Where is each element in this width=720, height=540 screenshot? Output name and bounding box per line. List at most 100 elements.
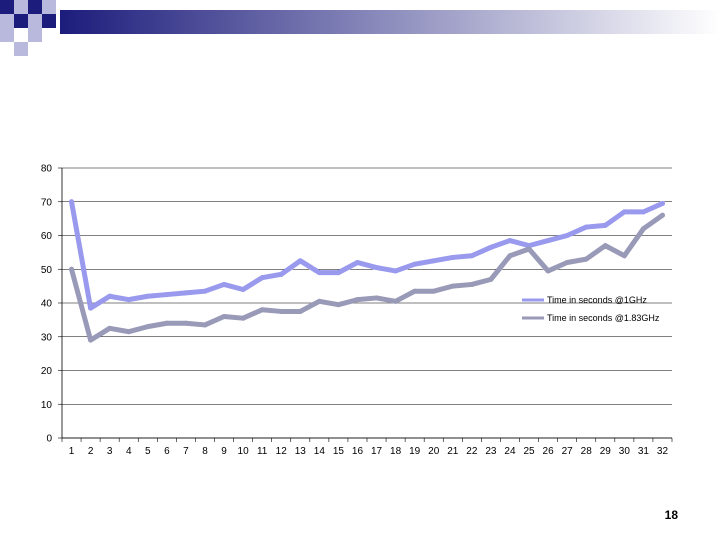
series-1-point bbox=[564, 233, 570, 238]
header-gradient-bar bbox=[60, 10, 720, 34]
x-tick-label: 31 bbox=[638, 446, 650, 457]
series-2-point bbox=[126, 329, 132, 335]
series-1-point bbox=[374, 265, 380, 271]
y-tick-label: 30 bbox=[41, 332, 53, 343]
series-2-point bbox=[183, 320, 189, 326]
decor-square-dark-2 bbox=[28, 0, 42, 14]
series-2-point bbox=[507, 253, 513, 259]
series-1-point bbox=[640, 209, 646, 215]
y-axis-ticks: 0 10 20 30 40 50 60 70 80 bbox=[41, 164, 62, 445]
series-1-point bbox=[488, 244, 494, 250]
series-1-point bbox=[412, 261, 418, 267]
series-1-point bbox=[126, 297, 132, 303]
decor-square-light-2 bbox=[42, 0, 56, 14]
x-tick-label: 22 bbox=[466, 446, 478, 457]
y-tick-label: 40 bbox=[41, 299, 53, 310]
series-1-point bbox=[240, 287, 246, 292]
y-tick-label: 50 bbox=[41, 265, 53, 276]
slide-header-decoration bbox=[0, 0, 720, 56]
decor-square-light-3 bbox=[0, 14, 14, 28]
series-1-point bbox=[659, 200, 665, 206]
decor-square-dark-4 bbox=[42, 14, 56, 28]
x-tick-label: 30 bbox=[619, 446, 631, 457]
x-tick-label: 23 bbox=[485, 446, 497, 457]
x-tick-label: 29 bbox=[600, 446, 612, 457]
x-axis-ticks: 1 2 3 4 5 6 7 8 9 10 11 12 13 14 15 16 17 18 19 20 21 22 23 24 2… bbox=[61, 438, 673, 457]
x-tick-label: 15 bbox=[333, 446, 345, 457]
x-tick-label: 7 bbox=[183, 446, 189, 457]
series-1-point bbox=[145, 293, 151, 299]
x-tick-label: 21 bbox=[447, 446, 459, 457]
x-tick-label: 1 bbox=[69, 446, 75, 457]
series-1-point bbox=[278, 271, 284, 277]
series-1-point bbox=[545, 238, 551, 244]
y-tick-label: 70 bbox=[41, 197, 53, 208]
series-1-point bbox=[69, 199, 75, 205]
series-2-point bbox=[393, 298, 399, 304]
x-tick-label: 13 bbox=[295, 446, 307, 457]
decor-square-light-4 bbox=[28, 14, 42, 28]
y-tick-label: 80 bbox=[41, 164, 53, 175]
series-1-point bbox=[297, 258, 303, 264]
y-tick-label: 0 bbox=[46, 434, 52, 445]
y-tick-label: 60 bbox=[41, 231, 53, 242]
x-tick-label: 6 bbox=[164, 446, 170, 457]
decor-square-light-7 bbox=[14, 42, 28, 56]
series-2-point bbox=[564, 260, 570, 265]
x-tick-label: 8 bbox=[202, 446, 208, 457]
series-1-point bbox=[107, 293, 113, 299]
y-tick-label: 10 bbox=[41, 400, 53, 411]
x-tick-label: 19 bbox=[409, 446, 421, 457]
series-line-2 bbox=[69, 212, 665, 343]
x-tick-label: 10 bbox=[238, 446, 250, 457]
x-tick-label: 18 bbox=[390, 446, 402, 457]
series-1-point bbox=[221, 281, 227, 287]
decor-square-light-5 bbox=[0, 28, 14, 42]
series-1-point bbox=[583, 224, 589, 230]
series-1-point bbox=[621, 209, 627, 215]
series-1-point bbox=[335, 270, 341, 276]
x-tick-label: 25 bbox=[523, 446, 535, 457]
legend-label-2: Time in seconds @1.83GHz bbox=[547, 313, 660, 323]
series-1-point bbox=[259, 275, 265, 281]
series-1-point bbox=[450, 254, 456, 260]
y-tick-label: 20 bbox=[41, 366, 53, 377]
x-tick-label: 27 bbox=[562, 446, 574, 457]
x-tick-label: 20 bbox=[428, 446, 440, 457]
legend-label-1: Time in seconds @1GHz bbox=[547, 295, 647, 305]
page-number: 18 bbox=[664, 508, 678, 522]
x-tick-label: 12 bbox=[276, 446, 288, 457]
series-2-point bbox=[202, 322, 208, 328]
series-2-point bbox=[659, 212, 665, 218]
series-2-point bbox=[297, 308, 303, 314]
series-2-point bbox=[450, 283, 456, 289]
series-1-point bbox=[164, 292, 170, 298]
x-tick-label: 11 bbox=[257, 446, 268, 457]
series-lines bbox=[69, 199, 665, 343]
series-2-point bbox=[145, 324, 151, 330]
x-tick-label: 26 bbox=[543, 446, 555, 457]
series-2-point bbox=[240, 315, 246, 321]
series-2-point bbox=[469, 281, 475, 287]
x-tick-label: 5 bbox=[145, 446, 151, 457]
series-2-point bbox=[412, 288, 418, 294]
series-1-point bbox=[393, 268, 399, 274]
series-1-point bbox=[602, 222, 608, 228]
x-tick-label: 17 bbox=[371, 446, 383, 457]
series-1-point bbox=[354, 260, 360, 265]
series-2-point bbox=[221, 314, 227, 319]
series-2-point bbox=[526, 246, 532, 252]
series-2-point bbox=[374, 295, 380, 301]
series-2-point bbox=[640, 226, 646, 232]
series-1-point bbox=[431, 258, 437, 264]
legend: Time in seconds @1GHz Time in seconds @1.… bbox=[522, 295, 660, 323]
series-2-point bbox=[278, 308, 284, 314]
series-1-point bbox=[183, 290, 189, 296]
x-tick-label: 24 bbox=[504, 446, 516, 457]
series-1-point bbox=[202, 288, 208, 294]
decor-square-light-1 bbox=[14, 0, 28, 14]
decor-square-dark-3 bbox=[14, 14, 28, 28]
x-tick-label: 4 bbox=[126, 446, 132, 457]
x-tick-label: 16 bbox=[352, 446, 364, 457]
